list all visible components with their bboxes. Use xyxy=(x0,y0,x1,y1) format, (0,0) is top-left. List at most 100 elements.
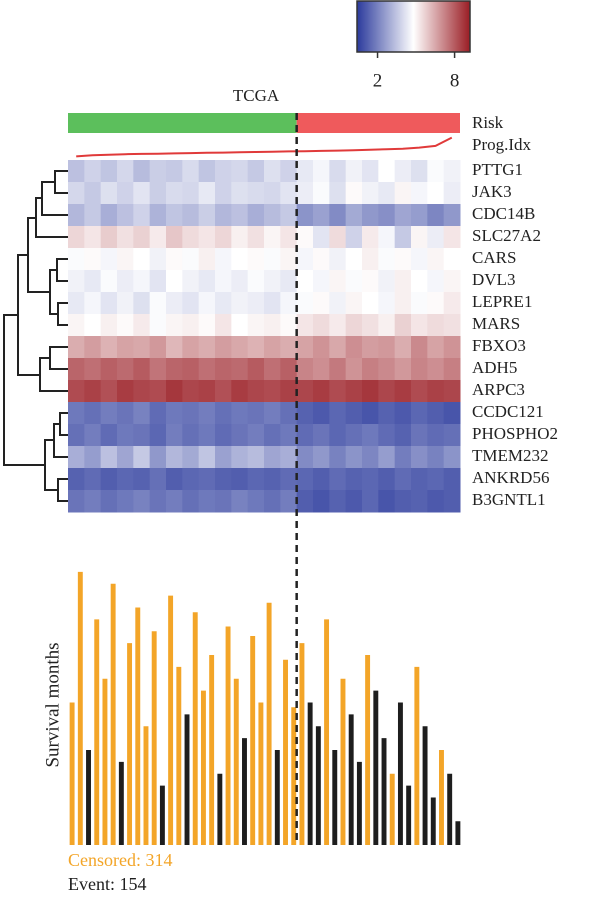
heatmap-cell xyxy=(296,292,314,315)
heatmap-cell xyxy=(84,204,102,227)
heatmap-cell xyxy=(378,160,396,183)
heatmap-cell xyxy=(247,292,265,315)
heatmap-cell xyxy=(182,490,200,513)
heatmap-cell xyxy=(149,160,167,183)
heatmap-cell xyxy=(133,402,151,425)
heatmap-cell xyxy=(149,490,167,513)
heatmap-cell xyxy=(443,490,461,513)
heatmap-cell xyxy=(313,248,330,271)
heatmap-cell xyxy=(296,424,314,447)
heatmap-cell xyxy=(280,182,298,205)
heatmap-cell xyxy=(247,424,265,447)
heatmap-cell xyxy=(394,336,412,359)
heatmap-cell xyxy=(133,248,151,271)
heatmap-cell xyxy=(231,336,249,359)
survival-bar xyxy=(455,821,461,845)
heatmap-cell xyxy=(133,182,151,205)
heatmap-cell xyxy=(117,226,134,249)
heatmap-cell xyxy=(133,468,151,491)
heatmap-cell xyxy=(166,248,183,271)
heatmap-cell xyxy=(231,314,249,337)
survival-bar xyxy=(397,702,403,845)
colorbar-tick-label: 8 xyxy=(450,70,460,91)
legend-entry: Event: 154 xyxy=(68,874,147,894)
survival-bar xyxy=(118,761,124,845)
heatmap-cell xyxy=(313,446,330,469)
heatmap-cell xyxy=(378,226,396,249)
survival-bar xyxy=(356,761,362,845)
heatmap-cell xyxy=(362,226,379,249)
heatmap-cell xyxy=(443,314,461,337)
heatmap-cell xyxy=(313,204,330,227)
heatmap-cell xyxy=(296,402,314,425)
heatmap-cell xyxy=(264,204,281,227)
heatmap-cell xyxy=(264,336,281,359)
heatmap-cell xyxy=(313,182,330,205)
heatmap-cell xyxy=(166,358,183,381)
heatmap-cell xyxy=(280,468,298,491)
heatmap-cell xyxy=(411,424,428,447)
heatmap-cell xyxy=(198,226,216,249)
heatmap-cell xyxy=(378,358,396,381)
heatmap-cell xyxy=(443,182,461,205)
heatmap-cell xyxy=(329,182,347,205)
heatmap-cell xyxy=(247,226,265,249)
heatmap-cell xyxy=(84,336,102,359)
heatmap-cell xyxy=(68,160,85,183)
colorbar xyxy=(356,0,471,53)
heatmap-cell xyxy=(117,314,134,337)
heatmap-cell xyxy=(182,446,200,469)
heatmap-cell xyxy=(362,424,379,447)
heatmap-cell xyxy=(411,314,428,337)
heatmap-cell xyxy=(133,336,151,359)
heatmap-cell xyxy=(296,468,314,491)
heatmap-cell xyxy=(443,270,461,293)
heatmap-cell xyxy=(329,380,347,403)
heatmap-cell xyxy=(362,358,379,381)
heatmap-cell xyxy=(198,314,216,337)
heatmap-cell xyxy=(166,446,183,469)
heatmap-cell xyxy=(84,226,102,249)
heatmap-cell xyxy=(443,292,461,315)
heatmap-cell xyxy=(100,424,118,447)
gene-label: ADH5 xyxy=(472,358,517,377)
survival-bar xyxy=(94,619,100,845)
heatmap-cell xyxy=(84,490,102,513)
heatmap-cell xyxy=(411,380,428,403)
heatmap-cell xyxy=(345,248,363,271)
heatmap-cell xyxy=(362,402,379,425)
risk-bar-low xyxy=(68,113,297,133)
heatmap-cell xyxy=(231,292,249,315)
survival-bar xyxy=(192,612,198,845)
heatmap-cell xyxy=(313,424,330,447)
heatmap-cell xyxy=(182,226,200,249)
heatmap-cell xyxy=(198,402,216,425)
heatmap-cell xyxy=(427,380,445,403)
heatmap-cell xyxy=(84,358,102,381)
heatmap-cell xyxy=(117,270,134,293)
heatmap-cell xyxy=(68,204,85,227)
heatmap-cell xyxy=(345,226,363,249)
survival-bar xyxy=(324,619,330,845)
heatmap-cell xyxy=(443,248,461,271)
heatmap-cell xyxy=(149,226,167,249)
heatmap-cell xyxy=(296,358,314,381)
heatmap-cell xyxy=(345,292,363,315)
heatmap-cell xyxy=(296,270,314,293)
heatmap-cell xyxy=(117,402,134,425)
heatmap-cell xyxy=(378,424,396,447)
survival-bar xyxy=(143,726,149,845)
heatmap-cell xyxy=(117,160,134,183)
survival-bar xyxy=(439,750,444,845)
heatmap-cell xyxy=(68,446,85,469)
heatmap-cell xyxy=(394,380,412,403)
heatmap-cell xyxy=(280,336,298,359)
gene-label: PHOSPHO2 xyxy=(472,424,558,443)
heatmap-cell xyxy=(166,204,183,227)
heatmap-cell xyxy=(215,490,232,513)
heatmap-cell xyxy=(394,424,412,447)
heatmap-cell xyxy=(149,204,167,227)
heatmap-cell xyxy=(231,204,249,227)
heatmap-cell xyxy=(443,358,461,381)
heatmap-cell xyxy=(443,402,461,425)
